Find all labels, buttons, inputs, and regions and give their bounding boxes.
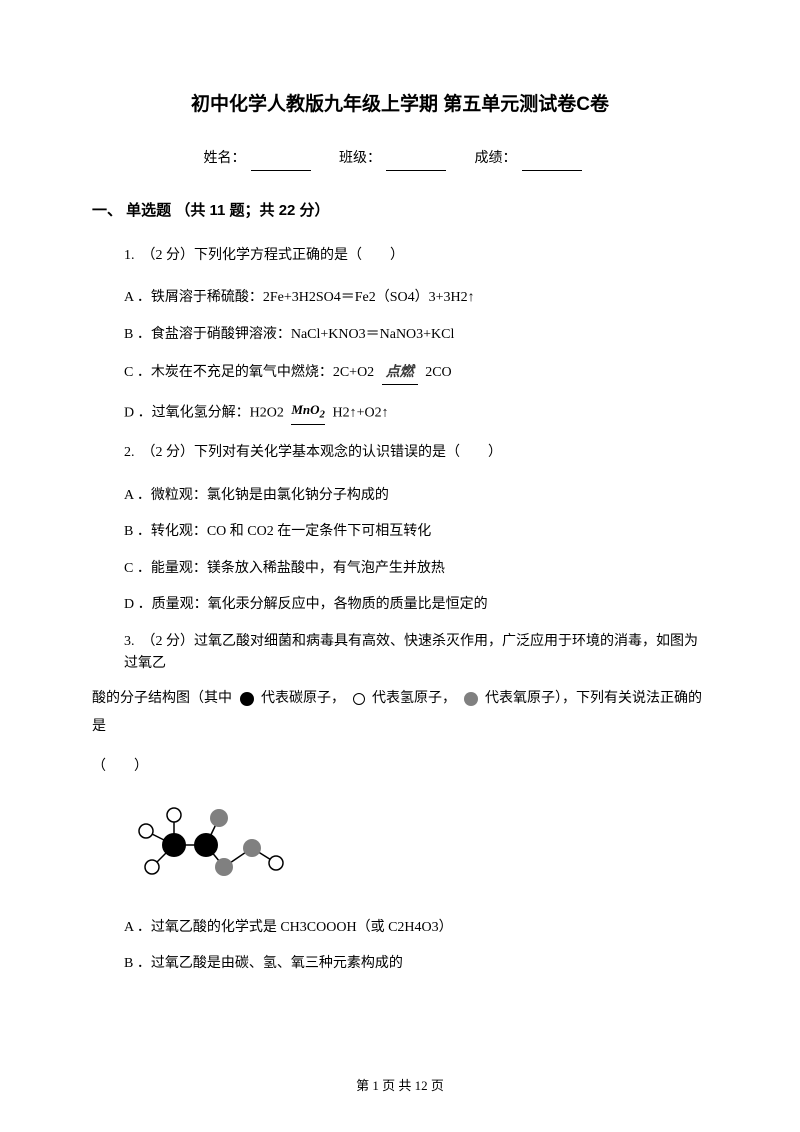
q3-option-b: B ．过氧乙酸是由碳、氢、氧三种元素构成的: [92, 953, 708, 975]
q1-stem: 1. （2 分）下列化学方程式正确的是（ ）: [124, 243, 708, 270]
q1-option-a: A ．铁屑溶于稀硫酸：2Fe+3H2SO4＝Fe2（SO4）3+3H2↑: [92, 287, 708, 309]
q2-option-b: B ．转化观：CO 和 CO2 在一定条件下可相互转化: [92, 521, 708, 543]
ignite-line: [382, 384, 418, 385]
oxygen-atom-icon: [464, 692, 478, 706]
ignite-symbol: 点燃: [382, 360, 418, 385]
question-2: 2. （2 分）下列对有关化学基本观念的认识错误的是（ ）: [92, 440, 708, 467]
class-label: 班级：: [339, 151, 381, 166]
page-footer: 第 1 页 共 12 页: [0, 1076, 800, 1097]
q3-stem-line2: 酸的分子结构图（其中 代表碳原子， 代表氢原子， 代表氧原子），下列有关说法正确…: [92, 685, 708, 741]
q3-stem-line1: 3. （2 分）过氧乙酸对细菌和病毒具有高效、快速杀灭作用，广泛应用于环境的消毒…: [124, 634, 698, 671]
q1c-post: 2CO: [425, 365, 451, 380]
q3-option-a: A ．过氧乙酸的化学式是 CH3COOOH（或 C2H4O3）: [92, 917, 708, 939]
question-3: 3. （2 分）过氧乙酸对细菌和病毒具有高效、快速杀灭作用，广泛应用于环境的消毒…: [92, 631, 708, 676]
q3-stem-line3: （ ）: [92, 753, 708, 781]
mno2-text: MnO2: [291, 400, 325, 424]
q3-l2c: 代表氢原子，: [372, 691, 460, 706]
hydrogen-atom-icon: [353, 693, 365, 705]
page-title: 初中化学人教版九年级上学期 第五单元测试卷C卷: [92, 90, 708, 120]
q2-option-c: C ．能量观：镁条放入稀盐酸中，有气泡产生并放热: [92, 558, 708, 580]
score-label: 成绩：: [475, 151, 517, 166]
question-1: 1. （2 分）下列化学方程式正确的是（ ）: [92, 243, 708, 270]
name-blank[interactable]: [251, 155, 311, 171]
q3-l2a: 酸的分子结构图（其中: [92, 691, 236, 706]
mno2-line: [291, 424, 325, 425]
carbon-atom-icon: [240, 692, 254, 706]
q3-l2b: 代表碳原子，: [261, 691, 349, 706]
name-label: 姓名：: [204, 151, 246, 166]
class-blank[interactable]: [386, 155, 446, 171]
q1-option-b: B ．食盐溶于硝酸钾溶液：NaCl+KNO3＝NaNO3+KCl: [92, 324, 708, 346]
q1c-pre: C ．木炭在不充足的氧气中燃烧：2C+O2: [124, 365, 378, 380]
q1d-pre: D ．过氧化氢分解：H2O2: [124, 405, 287, 420]
q1-option-d: D ．过氧化氢分解：H2O2 MnO2 H2↑+O2↑: [92, 400, 708, 427]
section-1-header: 一、 单选题 （共 11 题；共 22 分）: [92, 199, 708, 223]
q1-option-c: C ．木炭在不充足的氧气中燃烧：2C+O2 点燃 2CO: [92, 360, 708, 385]
q2-option-d: D ．质量观：氧化汞分解反应中，各物质的质量比是恒定的: [92, 594, 708, 616]
q1d-post: H2↑+O2↑: [332, 405, 388, 420]
q2-option-a: A ．微粒观：氯化钠是由氯化钠分子构成的: [92, 485, 708, 507]
q2-stem: 2. （2 分）下列对有关化学基本观念的认识错误的是（ ）: [124, 440, 708, 467]
mno2-symbol: MnO2: [291, 400, 325, 427]
student-info-row: 姓名： 班级： 成绩：: [92, 148, 708, 170]
score-blank[interactable]: [522, 155, 582, 171]
ignite-text: 点燃: [382, 360, 418, 382]
molecule-diagram: [124, 793, 708, 896]
